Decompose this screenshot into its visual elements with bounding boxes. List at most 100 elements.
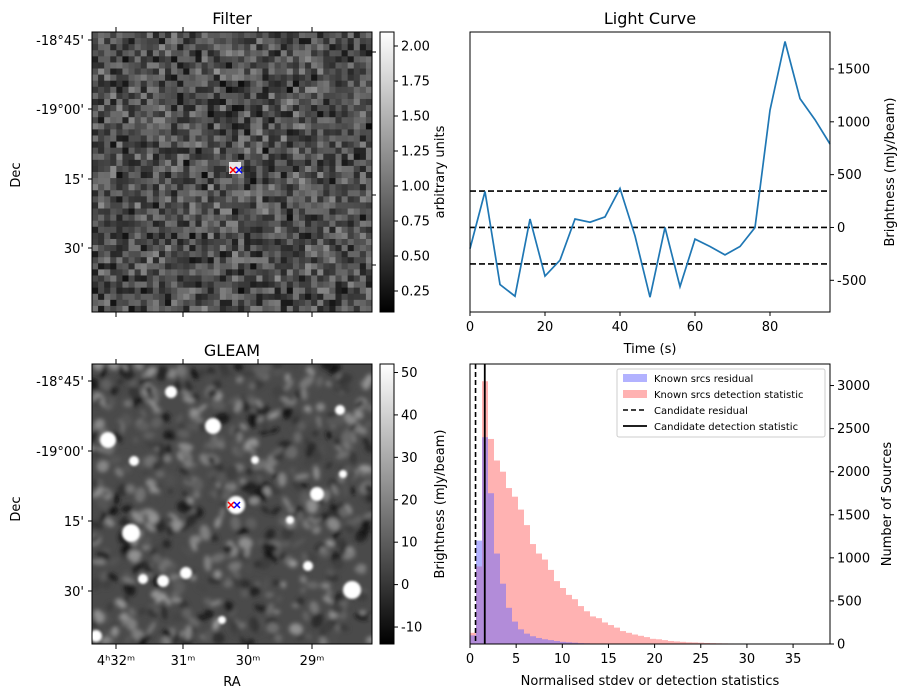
filter-pixel [232,153,239,161]
filter-pixel [341,190,349,197]
filter-pixel [317,287,324,295]
filter-pixel [213,129,221,136]
gleam-noise-blob [359,494,367,504]
filter-pixel [268,129,276,136]
gleam-noise-blob [150,416,163,429]
filter-pixel [201,50,209,57]
gleam-noise-blob [186,513,198,527]
filter-pixel [140,159,148,167]
filter-pixel [92,74,99,82]
filter-pixel [225,238,233,246]
filter-pixel [292,251,300,258]
filter-pixel [268,172,276,179]
filter-pixel [225,305,233,313]
filter-pixel [365,172,373,179]
filter-pixel [165,287,172,295]
filter-pixel [116,38,123,45]
filter-pixel [262,172,269,179]
gleam-noise-blob [92,377,99,391]
filter-pixel [323,281,330,289]
filter-markers [229,166,243,174]
filter-pixel [189,208,196,216]
filter-pixel [207,293,215,301]
gleam-noise-blob [239,423,248,431]
histogram-bar-detection [704,642,710,644]
filter-pixel [244,208,251,216]
filter-pixel [359,153,367,161]
filter-pixel [207,190,215,197]
filter-pixel [146,263,154,270]
filter-pixel [225,86,233,94]
filter-pixel [250,74,257,82]
filter-pixel [171,165,178,173]
filter-pixel [262,275,269,282]
filter-pixel [152,105,160,112]
filter-pixel [122,129,129,136]
filter-pixel [262,105,269,112]
filter-pixel [165,159,172,167]
filter-pixel [219,111,227,118]
filter-pixel [262,178,269,185]
filter-pixel [158,56,166,63]
filter-pixel [359,287,367,295]
filter-pixel [189,32,196,39]
filter-pixel [305,98,312,106]
filter-pixel [274,287,282,295]
filter-pixel [335,184,342,191]
filter-pixel [213,251,221,258]
filter-pixel [298,147,306,155]
filter-pixel [317,190,324,197]
filter-pixel [323,293,330,301]
gleam-source [205,418,221,434]
filter-pixel [268,275,276,282]
filter-pixel [92,117,99,124]
filter-pixel [92,281,99,289]
gleam-xtick-label: 29ᵐ [300,654,325,669]
filter-pixel [152,208,160,216]
filter-pixel [195,74,202,82]
filter-pixel [189,38,196,45]
gleam-noise-blob [326,430,332,440]
filter-pixel [244,184,251,191]
filter-pixel [146,62,154,69]
filter-pixel [110,111,117,118]
filter-pixel [104,38,111,45]
filter-pixel [274,62,282,69]
filter-pixel [171,202,178,209]
filter-pixel [341,141,349,149]
filter-pixel [244,275,251,282]
filter-pixel [98,50,105,57]
filter-pixel [116,293,123,301]
filter-pixel [122,141,129,149]
gleam-noise-blob [152,461,162,471]
gleam-noise-blob [156,366,168,382]
filter-pixel [329,214,336,222]
filter-pixel [165,98,172,106]
filter-pixel [92,269,99,276]
gleam-noise-blob [239,370,255,378]
colorbar-tick-label: 1.25 [401,145,430,160]
filter-pixel [219,238,227,246]
filter-pixel [128,68,136,76]
filter-pixel [317,105,324,112]
filter-pixel [207,147,215,155]
filter-pixel [110,220,117,228]
filter-yticks: -18°45' -19°00' 15' 30' [36,34,92,257]
histogram-bar-detection [608,625,614,644]
legend-label: Known srcs residual [654,374,753,385]
filter-pixel [256,238,263,246]
filter-pixel [311,269,318,276]
gleam-noise-blob [101,551,110,560]
gleam-noise-blob [277,518,286,526]
filter-pixel [238,117,245,124]
filter-pixel [122,62,129,69]
filter-pixel [122,190,129,197]
filter-pixel [317,50,324,57]
filter-pixel [305,80,312,88]
histogram-bar-residual [500,583,506,644]
gleam-noise-blob [325,461,333,470]
gleam-noise-blob [256,364,272,372]
gleam-noise-blob [138,607,147,616]
filter-pixel [353,226,361,234]
filter-pixel [292,305,300,313]
